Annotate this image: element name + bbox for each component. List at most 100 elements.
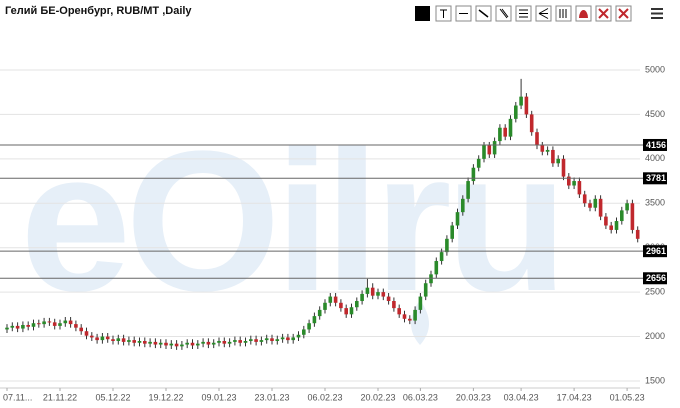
y-tick-label: 4500 <box>645 109 665 119</box>
x-tick-label: 19.12.22 <box>148 392 183 402</box>
candle-body <box>217 340 221 343</box>
candle-body <box>84 331 89 336</box>
x-tick-label: 06.03.23 <box>403 392 438 402</box>
candle-body <box>169 343 174 346</box>
candle-body <box>137 340 142 343</box>
candle-body <box>26 325 30 327</box>
candle-body <box>413 309 417 321</box>
candle-body <box>386 296 391 302</box>
x-tick-label: 20.03.23 <box>456 392 491 402</box>
candle-body <box>551 149 555 164</box>
candle-body <box>286 337 290 341</box>
candle-body <box>148 341 152 344</box>
candle-body <box>461 198 465 213</box>
chart-title: Гелий БЕ-Оренбург, RUB/MT ,Daily <box>5 5 192 17</box>
x-tick-label: 23.01.23 <box>254 392 289 402</box>
candle-body <box>561 158 566 177</box>
candle-body <box>582 194 587 204</box>
candle-body <box>567 176 571 186</box>
candle-body <box>227 341 232 344</box>
y-tick-label: 2500 <box>645 287 665 297</box>
candle-body <box>254 339 258 342</box>
candle-body <box>620 210 624 222</box>
candle-body <box>5 327 9 330</box>
candle-body <box>68 320 73 325</box>
candle-body <box>10 325 15 328</box>
candle-body <box>323 302 327 310</box>
candle-body <box>609 225 613 230</box>
candle-body <box>333 296 338 303</box>
candle-body <box>190 342 195 346</box>
x-tick-label: 03.04.23 <box>504 392 539 402</box>
candle-body <box>79 327 83 332</box>
candle-body <box>471 167 476 182</box>
candle-body <box>185 342 189 345</box>
level-badge <box>643 172 667 185</box>
candle-body <box>535 132 539 146</box>
candle-body <box>95 337 99 341</box>
candle-body <box>577 181 582 195</box>
tool-color[interactable] <box>415 6 430 21</box>
x-tick-label: 07.11... <box>3 392 32 402</box>
candle-body <box>434 261 439 275</box>
tool-channel-icon <box>519 9 528 18</box>
candle-body <box>614 221 619 230</box>
candle-body <box>545 149 550 152</box>
level-badge <box>643 272 667 285</box>
candle-body <box>58 323 62 326</box>
tool-fan-icon <box>538 8 549 19</box>
x-tick-label: 21.11.22 <box>43 392 77 402</box>
candle-body <box>132 340 136 343</box>
candle-body <box>349 307 354 315</box>
candle-body <box>360 293 364 302</box>
level-label: 2656 <box>646 273 666 283</box>
candle-body <box>264 338 269 341</box>
level-label: 3781 <box>646 173 666 183</box>
candle-body <box>392 301 396 309</box>
candle-body <box>63 320 68 324</box>
level-label: 2961 <box>646 246 666 256</box>
candle-body <box>127 340 131 342</box>
candle-body <box>307 323 311 330</box>
tool-text-icon <box>440 9 447 18</box>
candle-body <box>243 340 248 343</box>
candle-body <box>249 339 253 341</box>
candle-body <box>466 181 470 199</box>
candle-body <box>201 341 205 344</box>
candle-body <box>270 338 274 341</box>
candle-body <box>90 335 94 338</box>
candle-body <box>196 343 200 346</box>
menu-button[interactable] <box>651 8 663 19</box>
x-tick-label: 17.04.23 <box>557 392 592 402</box>
candle-body <box>625 203 629 211</box>
tool-delete-all-icon <box>618 8 629 19</box>
candle-body <box>418 296 423 310</box>
candle-body <box>370 287 375 296</box>
toolbar[interactable] <box>415 5 663 22</box>
candle-body <box>121 338 126 342</box>
candle-body <box>593 198 598 208</box>
candle-body <box>519 96 523 106</box>
candle-body <box>339 302 343 309</box>
candle-body <box>47 321 52 323</box>
level-label: 4156 <box>646 140 666 150</box>
candle-body <box>397 308 401 315</box>
candle-body <box>116 338 121 341</box>
watermark-text: eOilru <box>20 110 562 333</box>
candle-body <box>598 198 603 217</box>
candle-body <box>238 340 242 343</box>
candle-body <box>222 340 227 344</box>
tool-arc-icon <box>579 10 588 18</box>
candle-body <box>302 329 306 335</box>
candle-body <box>503 127 507 137</box>
candle-body <box>280 337 285 340</box>
candle-body <box>31 323 36 327</box>
tool-delete-icon <box>598 8 609 19</box>
candle-body <box>482 145 486 159</box>
candle-body <box>111 339 115 341</box>
candle-body <box>344 308 348 315</box>
candle-body <box>365 287 370 294</box>
y-tick-label: 1500 <box>645 375 665 385</box>
candle-body <box>439 252 444 262</box>
